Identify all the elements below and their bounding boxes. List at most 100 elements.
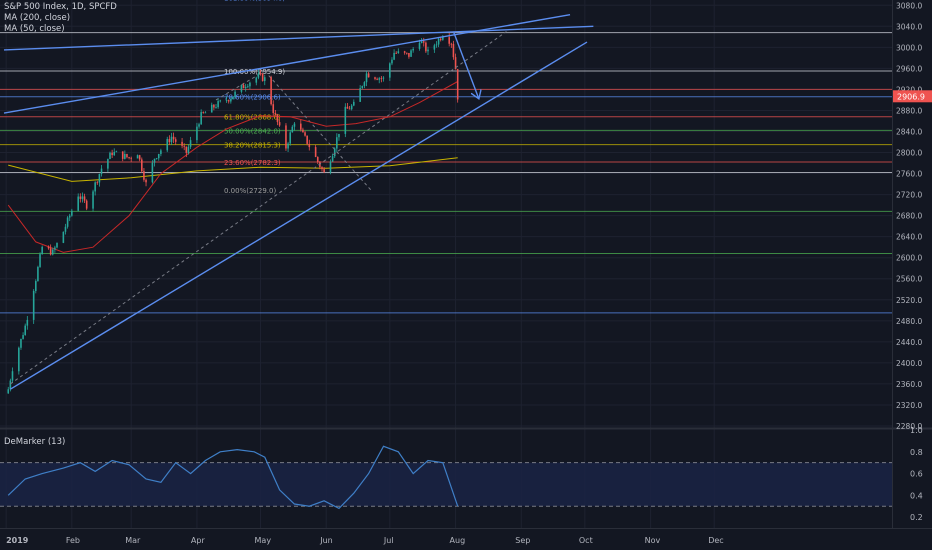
candle-down [111,152,113,156]
price-tick-label: 2680.0 [896,212,922,221]
candle-down [450,43,453,45]
candle-down [300,123,302,130]
candle-up [9,380,12,390]
candle-up [437,38,440,45]
demarker-tick-label: 0.6 [910,470,923,479]
candle-up [361,86,364,89]
candle-down [130,157,132,159]
candle-up [81,196,84,199]
candle-down [274,112,277,115]
candle-down [202,112,205,113]
candle-down [374,77,376,79]
candle-down [439,38,442,40]
candle-up [410,50,412,57]
candle-up [160,150,162,154]
price-tick-label: 2520.0 [896,296,922,305]
last-price-tag [893,90,932,103]
time-tick-label: Aug [450,536,466,545]
candle-up [291,126,294,133]
candle-down [425,42,427,52]
candle-down [306,135,308,144]
candle-up [64,226,67,232]
candle-down [270,77,272,105]
candle-up [109,152,111,160]
demarker-legend[interactable]: DeMarker (13) [4,437,65,448]
trend-lines[interactable] [3,14,594,390]
candle-up [54,247,56,250]
candle-up [442,37,444,40]
demarker-line [7,445,459,510]
symbol-legend[interactable]: S&P 500 Index, 1D, SPCFD MA (200, close)… [4,2,117,35]
candle-up [420,41,423,44]
candle-up [350,105,353,110]
candle-up [249,82,251,87]
candle-up [22,335,24,339]
candle-up [234,91,236,97]
candle-up [244,86,247,89]
candle-down [422,41,425,43]
candle-up [365,73,368,83]
candle-up [391,59,393,64]
candle-down [406,52,408,54]
fib-label: 50.00%(2842.0) [224,127,281,135]
candle-down [168,139,171,143]
candle-up [151,162,154,183]
projection-arrow [452,31,478,99]
candle-down [452,43,455,58]
candle-up [293,123,296,127]
time-tick-label: Jun [319,536,333,545]
price-tick-label: 2720.0 [896,191,922,200]
candle-down [49,248,52,255]
candle-down [227,100,230,102]
time-axis[interactable]: 2019 Feb Mar Apr May Jun Jul Aug Sep Oct Nov Dec [6,536,724,545]
candle-up [26,319,29,326]
price-tick-label: 2840.0 [896,127,922,136]
price-tick-label: 2880.0 [896,106,922,115]
time-tick-label: Oct [579,536,593,545]
price-axis[interactable]: 3080.0 3040.0 3000.0 2960.0 2920.0 2880.0 2840… [893,1,932,431]
candle-down [79,196,82,199]
candle-up [115,151,118,153]
candle-up [56,242,58,248]
candle-up [435,44,438,46]
ma200-legend: MA (200, close) [4,13,71,23]
demarker-title: DeMarker (13) [4,437,66,447]
time-tick-label: Apr [191,536,206,545]
candle-up [397,51,400,53]
ma50-line [7,81,458,253]
time-tick-label: Sep [515,536,530,545]
fib-label: 38.20%(2815.3) [224,141,281,149]
candle-up [204,112,207,114]
fib-label: 0.00%(2729.0) [224,187,276,195]
candle-up [353,101,355,106]
time-tick-label: 2019 [6,536,29,545]
candle-up [389,63,391,78]
candle-down [308,143,311,148]
time-tick-label: Dec [708,536,723,545]
price-tick-label: 2280.0 [896,422,922,431]
time-tick-label: Jul [383,536,394,545]
candle-up [217,101,219,108]
candle-up [155,158,158,160]
candle-down [272,104,275,113]
candle-up [107,159,109,169]
grid [0,0,932,529]
demarker-band [0,462,892,507]
candle-up [157,153,160,159]
price-tick-label: 2640.0 [896,233,922,242]
candle-down [259,73,262,75]
candle-up [62,231,65,243]
candle-up [257,73,260,78]
price-tick-label: 2560.0 [896,275,922,284]
candle-up [225,100,228,101]
candle-up [98,173,101,183]
candle-down [276,114,279,123]
candle-up [255,77,258,83]
price-tick-label: 2440.0 [896,338,922,347]
price-tick-label: 2600.0 [896,254,922,263]
candle-up [11,371,14,381]
candle-up [68,215,71,218]
time-tick-label: May [255,536,272,545]
fibonacci-levels: 161.80%(3094.6) 100.00%(2954.9) 78.60%(290… [215,0,372,195]
